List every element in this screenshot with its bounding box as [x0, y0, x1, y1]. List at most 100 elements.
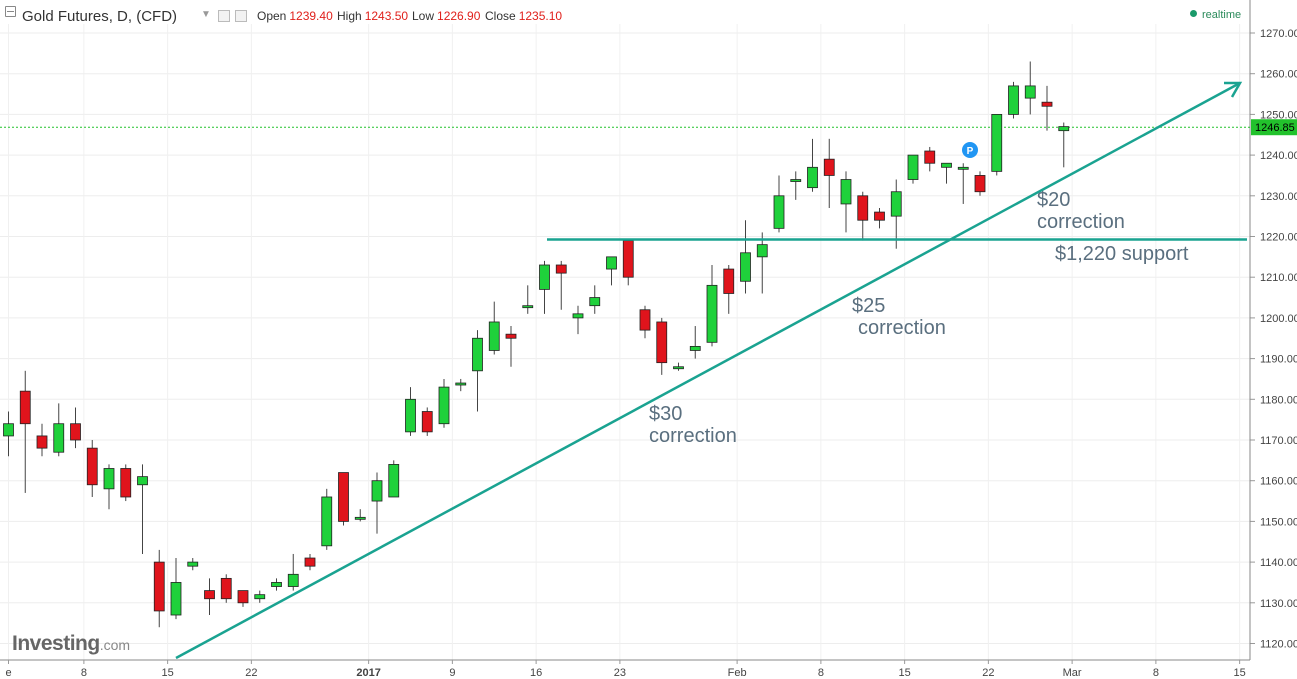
- x-tick-label: 23: [614, 667, 626, 679]
- y-tick-label: 1230.00: [1260, 191, 1297, 203]
- candle-body[interactable]: [1008, 85, 1019, 115]
- candle-body[interactable]: [19, 390, 31, 425]
- candle-body[interactable]: [371, 480, 383, 502]
- y-tick-label: 1260.00: [1260, 69, 1297, 81]
- candle-body[interactable]: [153, 561, 165, 612]
- candle-body[interactable]: [572, 313, 584, 319]
- x-tick-label: 15: [899, 667, 911, 679]
- candle-body[interactable]: [1024, 85, 1036, 99]
- candle-body[interactable]: [622, 240, 634, 278]
- candle-body[interactable]: [86, 447, 98, 486]
- candle-body[interactable]: [321, 496, 333, 547]
- ohlc-open: Open 1239.40: [257, 9, 333, 23]
- candle-body[interactable]: [488, 321, 500, 351]
- candle-body[interactable]: [773, 195, 785, 229]
- candle-body[interactable]: [639, 309, 651, 331]
- candle-body[interactable]: [388, 464, 400, 498]
- candle-body[interactable]: [974, 175, 986, 193]
- candle-body[interactable]: [740, 252, 751, 282]
- candle-body[interactable]: [438, 386, 450, 425]
- candle-body[interactable]: [120, 468, 132, 498]
- candle-body[interactable]: [36, 435, 48, 449]
- trend-line[interactable]: [175, 81, 1241, 660]
- x-tick-label: Mar: [1063, 667, 1082, 679]
- candle-body[interactable]: [606, 256, 617, 270]
- candle-body[interactable]: [70, 423, 81, 441]
- annotation-25-text: correction: [858, 317, 946, 339]
- candle-body[interactable]: [941, 162, 952, 168]
- candle-body[interactable]: [287, 573, 299, 587]
- candle-body[interactable]: [589, 297, 601, 307]
- candle-body[interactable]: [907, 154, 919, 180]
- candle-body[interactable]: [807, 166, 818, 189]
- candle-body[interactable]: [1058, 126, 1070, 132]
- candle-body[interactable]: [354, 516, 366, 520]
- candle-body[interactable]: [204, 590, 215, 600]
- event-marker-icon[interactable]: [962, 142, 978, 158]
- remove-icon[interactable]: [235, 10, 247, 22]
- candle-body[interactable]: [137, 476, 148, 486]
- candle-body[interactable]: [991, 114, 1003, 172]
- candle-body[interactable]: [254, 594, 266, 600]
- candle-body[interactable]: [706, 284, 718, 343]
- annotation-25-amount: $25: [852, 295, 886, 317]
- annotation-support: $1,220 support: [1055, 243, 1189, 265]
- candle-body[interactable]: [505, 333, 517, 339]
- annotation-20: $20 correction: [1037, 189, 1125, 233]
- y-tick-label: 1120.00: [1260, 639, 1297, 651]
- candle-body[interactable]: [472, 337, 483, 372]
- annotation-30-text: correction: [649, 425, 737, 447]
- candle-body[interactable]: [170, 582, 182, 616]
- symbol-title[interactable]: Gold Futures, D, (CFD): [22, 8, 178, 25]
- ohlc-low: Low 1226.90: [412, 9, 481, 23]
- y-tick-label: 1150.00: [1260, 516, 1297, 528]
- candle-body[interactable]: [756, 244, 768, 258]
- y-tick-label: 1170.00: [1260, 435, 1297, 447]
- candle-body[interactable]: [924, 150, 936, 164]
- event-marker-label: P: [967, 146, 974, 157]
- candle-body[interactable]: [103, 468, 115, 490]
- candle-body[interactable]: [539, 264, 550, 290]
- candle-body[interactable]: [656, 321, 668, 364]
- candle-body[interactable]: [421, 411, 433, 433]
- y-tick-label: 1130.00: [1260, 598, 1297, 610]
- candle-body[interactable]: [823, 158, 835, 176]
- candle-body[interactable]: [522, 305, 534, 309]
- candle-body[interactable]: [405, 398, 416, 433]
- candle-body[interactable]: [673, 366, 684, 370]
- candle-body[interactable]: [220, 577, 232, 600]
- x-tick-label: 22: [245, 667, 257, 679]
- candle-body[interactable]: [723, 268, 735, 294]
- annotation-25: $25 correction: [852, 295, 946, 339]
- x-tick-label: 9: [449, 667, 455, 679]
- candle-body[interactable]: [890, 191, 902, 217]
- candle-body[interactable]: [857, 195, 869, 221]
- candle-body[interactable]: [237, 590, 249, 604]
- candle-body[interactable]: [455, 382, 467, 386]
- ohlc-high: High 1243.50: [337, 9, 409, 23]
- candle-body[interactable]: [53, 423, 65, 453]
- candle-body[interactable]: [304, 557, 316, 567]
- candle-body[interactable]: [689, 345, 701, 351]
- candle-body[interactable]: [840, 179, 852, 205]
- candle-body[interactable]: [874, 211, 885, 221]
- candle-body[interactable]: [790, 179, 802, 182]
- current-price-badge: [1251, 119, 1297, 136]
- candle-body[interactable]: [555, 264, 567, 274]
- chevron-down-icon[interactable]: ▼: [201, 9, 211, 20]
- x-tick-label: 8: [81, 667, 87, 679]
- settings-icon[interactable]: [218, 10, 230, 22]
- candle-body[interactable]: [338, 472, 349, 522]
- x-tick-label: 16: [530, 667, 542, 679]
- x-tick-label: 15: [1234, 667, 1246, 679]
- candle-body[interactable]: [957, 166, 969, 170]
- y-tick-label: 1210.00: [1260, 272, 1297, 284]
- candle-body[interactable]: [3, 423, 14, 437]
- candle-body[interactable]: [271, 582, 282, 587]
- x-tick-label: 22: [982, 667, 994, 679]
- collapse-icon[interactable]: [5, 6, 16, 17]
- x-tick-label: 15: [162, 667, 174, 679]
- candle-body[interactable]: [1041, 101, 1053, 107]
- candle-body[interactable]: [187, 561, 199, 567]
